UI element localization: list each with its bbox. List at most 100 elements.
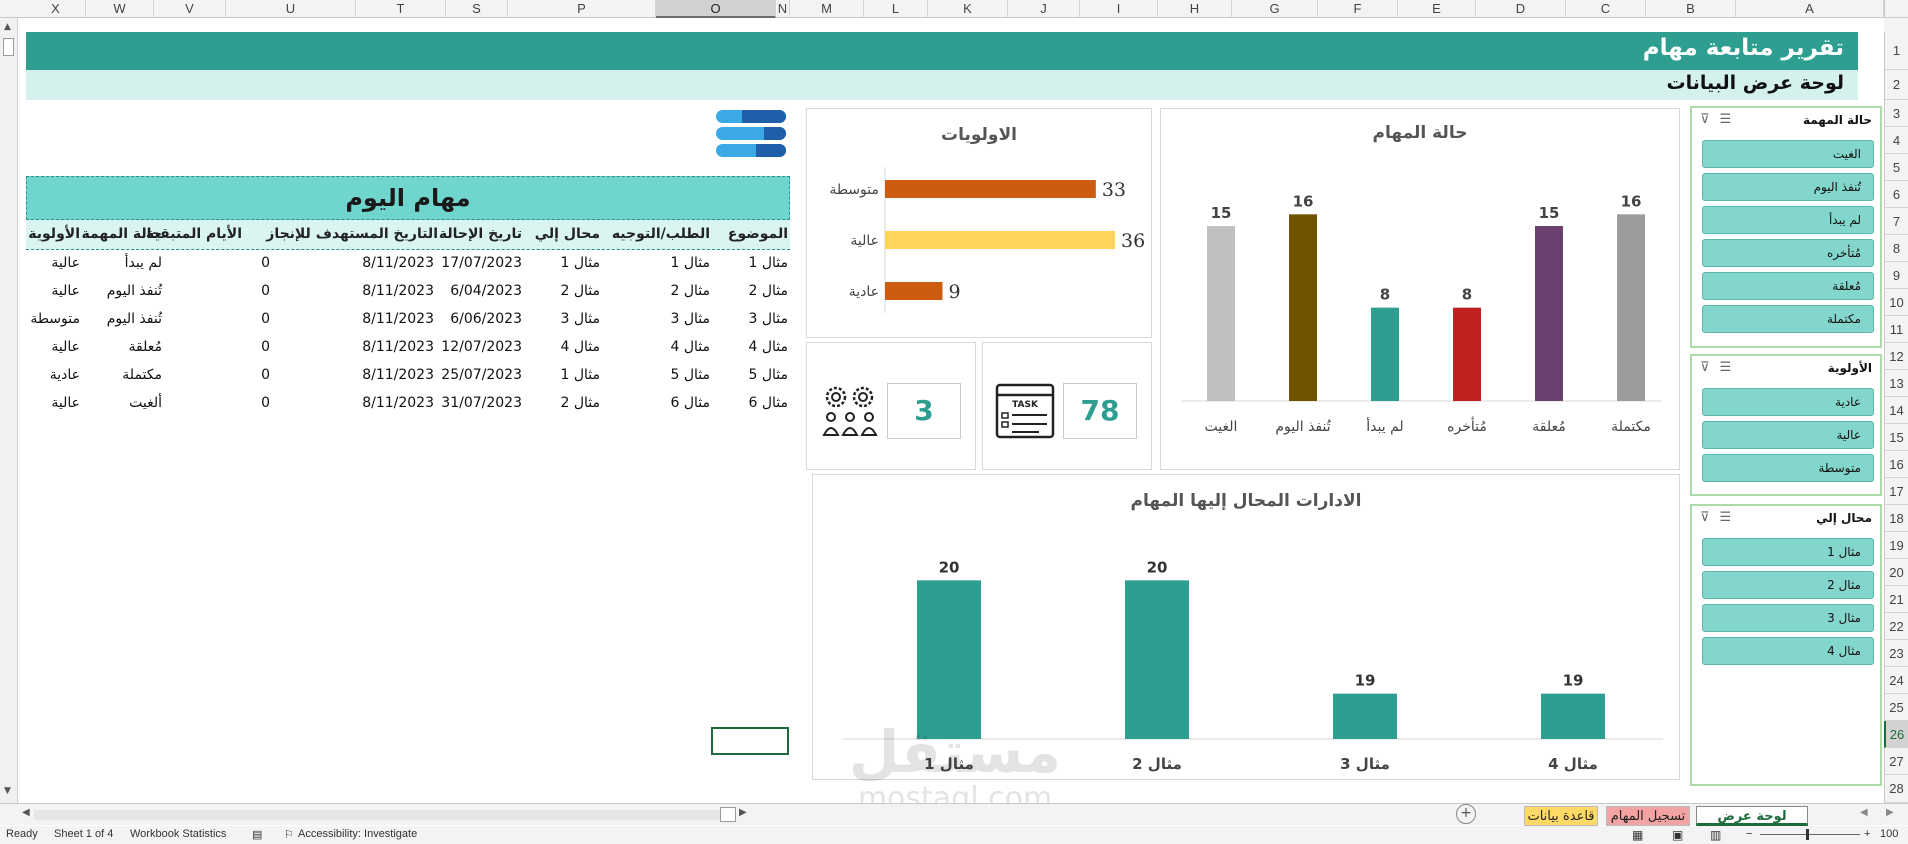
table-cell[interactable]: 8/11/2023 xyxy=(362,395,434,411)
row-header-23[interactable]: 23 xyxy=(1884,640,1908,667)
table-cell[interactable]: عالية xyxy=(51,255,80,271)
slicer-status-item[interactable]: مُعلقة xyxy=(1702,272,1874,300)
horizontal-scroll-thumb[interactable] xyxy=(720,807,736,822)
slicer-status-item[interactable]: لم يبدأ xyxy=(1702,206,1874,234)
table-cell[interactable]: لم يبدأ xyxy=(124,255,162,271)
table-cell[interactable]: مثال 4 xyxy=(560,339,600,355)
table-cell[interactable]: ألغيت xyxy=(129,395,162,411)
row-header-20[interactable]: 20 xyxy=(1884,559,1908,586)
row-header-21[interactable]: 21 xyxy=(1884,586,1908,613)
zoom-slider-thumb[interactable] xyxy=(1806,829,1809,840)
table-cell[interactable]: عالية xyxy=(51,395,80,411)
active-cell[interactable] xyxy=(711,727,789,755)
row-header-10[interactable]: 10 xyxy=(1884,289,1908,316)
table-header-cell[interactable]: التاريخ المستهدف للإنجاز xyxy=(266,226,438,242)
row-header-4[interactable]: 4 xyxy=(1884,127,1908,154)
slicer-assigned[interactable]: محال إلي ⊽☰ مثال 1 مثال 2 مثال 3 مثال 4 xyxy=(1690,504,1882,786)
macro-recorder-icon[interactable]: ▤ xyxy=(252,829,263,841)
zoom-slider[interactable] xyxy=(1760,834,1860,835)
slicer-priority-item[interactable]: عالية xyxy=(1702,421,1874,449)
chart-task-status-bar[interactable] xyxy=(1289,214,1317,401)
multi-select-icon[interactable]: ☰ xyxy=(1719,510,1742,525)
table-cell[interactable]: عادية xyxy=(49,367,80,383)
column-header-T[interactable]: T xyxy=(356,0,446,18)
table-cell[interactable]: متوسطة xyxy=(30,311,80,327)
slicer-status-item[interactable]: تُنفذ اليوم xyxy=(1702,173,1874,201)
table-cell[interactable]: 8/11/2023 xyxy=(362,311,434,327)
column-header-X[interactable]: X xyxy=(26,0,86,18)
zoom-level[interactable]: 100 xyxy=(1880,828,1899,840)
column-header-L[interactable]: L xyxy=(864,0,928,18)
chart-departments-bar[interactable] xyxy=(917,580,981,739)
column-header-V[interactable]: V xyxy=(154,0,226,18)
multi-select-icon[interactable]: ☰ xyxy=(1719,112,1742,127)
table-cell[interactable]: مثال 1 xyxy=(560,367,600,383)
column-header-E[interactable]: E xyxy=(1398,0,1476,18)
table-row[interactable]: مثال 3 مثال 3 مثال 3 6/06/2023 8/11/2023 0 تُن… xyxy=(26,306,790,334)
chart-task-status-bar[interactable] xyxy=(1453,307,1481,401)
scroll-right-arrow-icon[interactable]: ▶ xyxy=(739,807,747,818)
scroll-left-arrow-icon[interactable]: ◀ xyxy=(22,807,30,818)
table-cell[interactable]: مثال 2 xyxy=(748,283,788,299)
chart-priorities-bar[interactable] xyxy=(885,180,1096,198)
row-header-22[interactable]: 22 xyxy=(1884,613,1908,640)
table-row[interactable]: مثال 1 مثال 1 مثال 1 17/07/2023 8/11/2023 0 لم… xyxy=(26,250,790,278)
table-cell[interactable]: تُنفذ اليوم xyxy=(106,311,162,327)
chart-task-status[interactable]: حالة المهام 16 مكتملة 15 مُعلقة 8 مُتأخره 8 لم … xyxy=(1160,108,1680,470)
sheet-tab[interactable]: تسجيل المهام xyxy=(1606,806,1690,826)
scroll-down-arrow-icon[interactable]: ▼ xyxy=(4,786,11,796)
table-cell[interactable]: 6/04/2023 xyxy=(450,283,522,299)
column-header-S[interactable]: S xyxy=(446,0,508,18)
horizontal-scrollbar[interactable] xyxy=(34,810,724,820)
column-header-H[interactable]: H xyxy=(1158,0,1232,18)
table-cell[interactable]: عالية xyxy=(51,283,80,299)
column-header-A[interactable]: A xyxy=(1736,0,1884,18)
table-cell[interactable]: 8/11/2023 xyxy=(362,255,434,271)
table-cell[interactable]: 0 xyxy=(261,311,270,327)
row-header-25[interactable]: 25 xyxy=(1884,694,1908,721)
table-cell[interactable]: عالية xyxy=(51,339,80,355)
row-header-3[interactable]: 3 xyxy=(1884,100,1908,127)
slicer-status-item[interactable]: مُتأخره xyxy=(1702,239,1874,267)
table-row[interactable]: مثال 4 مثال 4 مثال 4 12/07/2023 8/11/2023 0 مُ… xyxy=(26,334,790,362)
table-cell[interactable]: مثال 1 xyxy=(670,255,710,271)
chart-departments-bar[interactable] xyxy=(1125,580,1189,739)
table-cell[interactable]: مثال 2 xyxy=(560,283,600,299)
filter-clear-icon[interactable]: ⊽ xyxy=(1700,112,1720,127)
table-header-cell[interactable]: الأيام المتبقية xyxy=(145,226,242,242)
page-break-view-icon[interactable]: ▥ xyxy=(1710,828,1722,842)
column-header-N[interactable]: N xyxy=(776,0,790,18)
row-header-16[interactable]: 16 xyxy=(1884,451,1908,478)
row-header-7[interactable]: 7 xyxy=(1884,208,1908,235)
table-cell[interactable]: مثال 6 xyxy=(670,395,710,411)
row-header-19[interactable]: 19 xyxy=(1884,532,1908,559)
table-cell[interactable]: مثال 6 xyxy=(748,395,788,411)
table-cell[interactable]: مثال 5 xyxy=(670,367,710,383)
column-header-U[interactable]: U xyxy=(226,0,356,18)
table-cell[interactable]: مكتملة xyxy=(122,367,162,383)
column-header-W[interactable]: W xyxy=(86,0,154,18)
sheet-tab[interactable]: قاعدة بيانات xyxy=(1524,806,1598,826)
table-row[interactable]: مثال 6 مثال 6 مثال 2 31/07/2023 8/11/2023 0 أل… xyxy=(26,390,790,418)
slicer-status-item[interactable]: مكتملة xyxy=(1702,305,1874,333)
column-header-C[interactable]: C xyxy=(1566,0,1646,18)
table-cell[interactable]: مثال 1 xyxy=(560,255,600,271)
table-cell[interactable]: 25/07/2023 xyxy=(441,367,522,383)
row-header-17[interactable]: 17 xyxy=(1884,478,1908,505)
table-cell[interactable]: 8/11/2023 xyxy=(362,339,434,355)
table-cell[interactable]: 0 xyxy=(261,255,270,271)
table-header-cell[interactable]: الأولوية xyxy=(28,226,80,242)
column-header-O[interactable]: O xyxy=(656,0,776,18)
row-header-26[interactable]: 26 xyxy=(1884,721,1908,748)
zoom-out-icon[interactable]: − xyxy=(1746,828,1753,840)
table-row[interactable]: مثال 2 مثال 2 مثال 2 6/04/2023 8/11/2023 0 تُن… xyxy=(26,278,790,306)
multi-select-icon[interactable]: ☰ xyxy=(1719,360,1742,375)
table-cell[interactable]: مثال 4 xyxy=(670,339,710,355)
filter-clear-icon[interactable]: ⊽ xyxy=(1700,510,1720,525)
status-accessibility[interactable]: Accessibility: Investigate xyxy=(298,828,418,840)
table-cell[interactable]: مثال 3 xyxy=(670,311,710,327)
chart-priorities-bar[interactable] xyxy=(885,282,943,300)
chart-departments-bar[interactable] xyxy=(1541,693,1605,739)
filter-clear-icon[interactable]: ⊽ xyxy=(1700,360,1720,375)
zoom-in-icon[interactable]: + xyxy=(1864,828,1871,840)
